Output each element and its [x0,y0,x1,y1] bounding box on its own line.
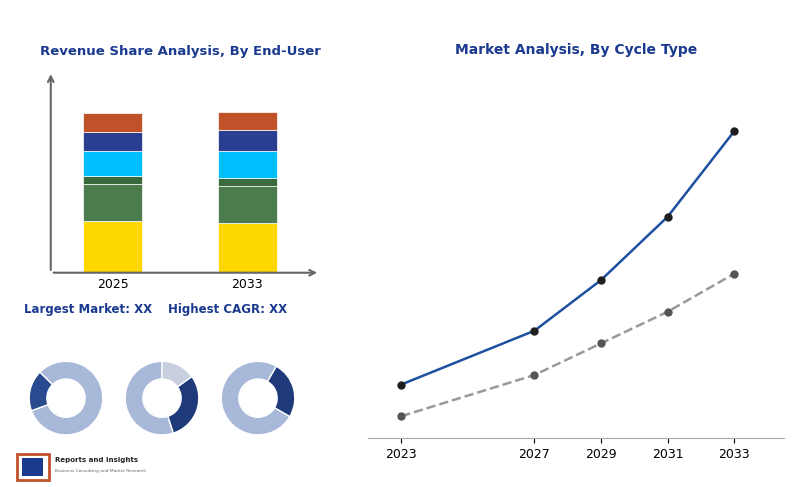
Bar [218,223,277,273]
Wedge shape [168,376,198,433]
Wedge shape [30,372,53,411]
Wedge shape [126,361,174,435]
Wedge shape [31,361,102,435]
Wedge shape [267,366,294,416]
Bar [83,113,142,132]
Wedge shape [162,361,192,387]
Bar [18,454,49,480]
Text: GLOBAL DONOR EGG IVF (IN-VITRO FERTILIZATION) MARKET SEGMENT ANALYSIS: GLOBAL DONOR EGG IVF (IN-VITRO FERTILIZA… [12,21,576,35]
Text: Largest Market: XX: Largest Market: XX [24,303,152,316]
Bar [218,112,277,130]
Title: Market Analysis, By Cycle Type: Market Analysis, By Cycle Type [455,43,697,57]
Text: Business Consulting and Market Research: Business Consulting and Market Research [55,469,146,473]
Text: Reports and Insights: Reports and Insights [55,457,138,463]
Bar [22,458,43,476]
Bar [83,221,142,273]
Bar [83,150,142,176]
Bar [218,178,277,186]
Bar [83,184,142,221]
Bar [218,186,277,223]
Bar [218,130,277,150]
Text: Highest CAGR: XX: Highest CAGR: XX [168,303,287,316]
Bar [83,176,142,184]
Bar [218,150,277,178]
Bar [83,132,142,150]
Wedge shape [222,361,290,435]
Text: Revenue Share Analysis, By End-User: Revenue Share Analysis, By End-User [40,45,321,58]
